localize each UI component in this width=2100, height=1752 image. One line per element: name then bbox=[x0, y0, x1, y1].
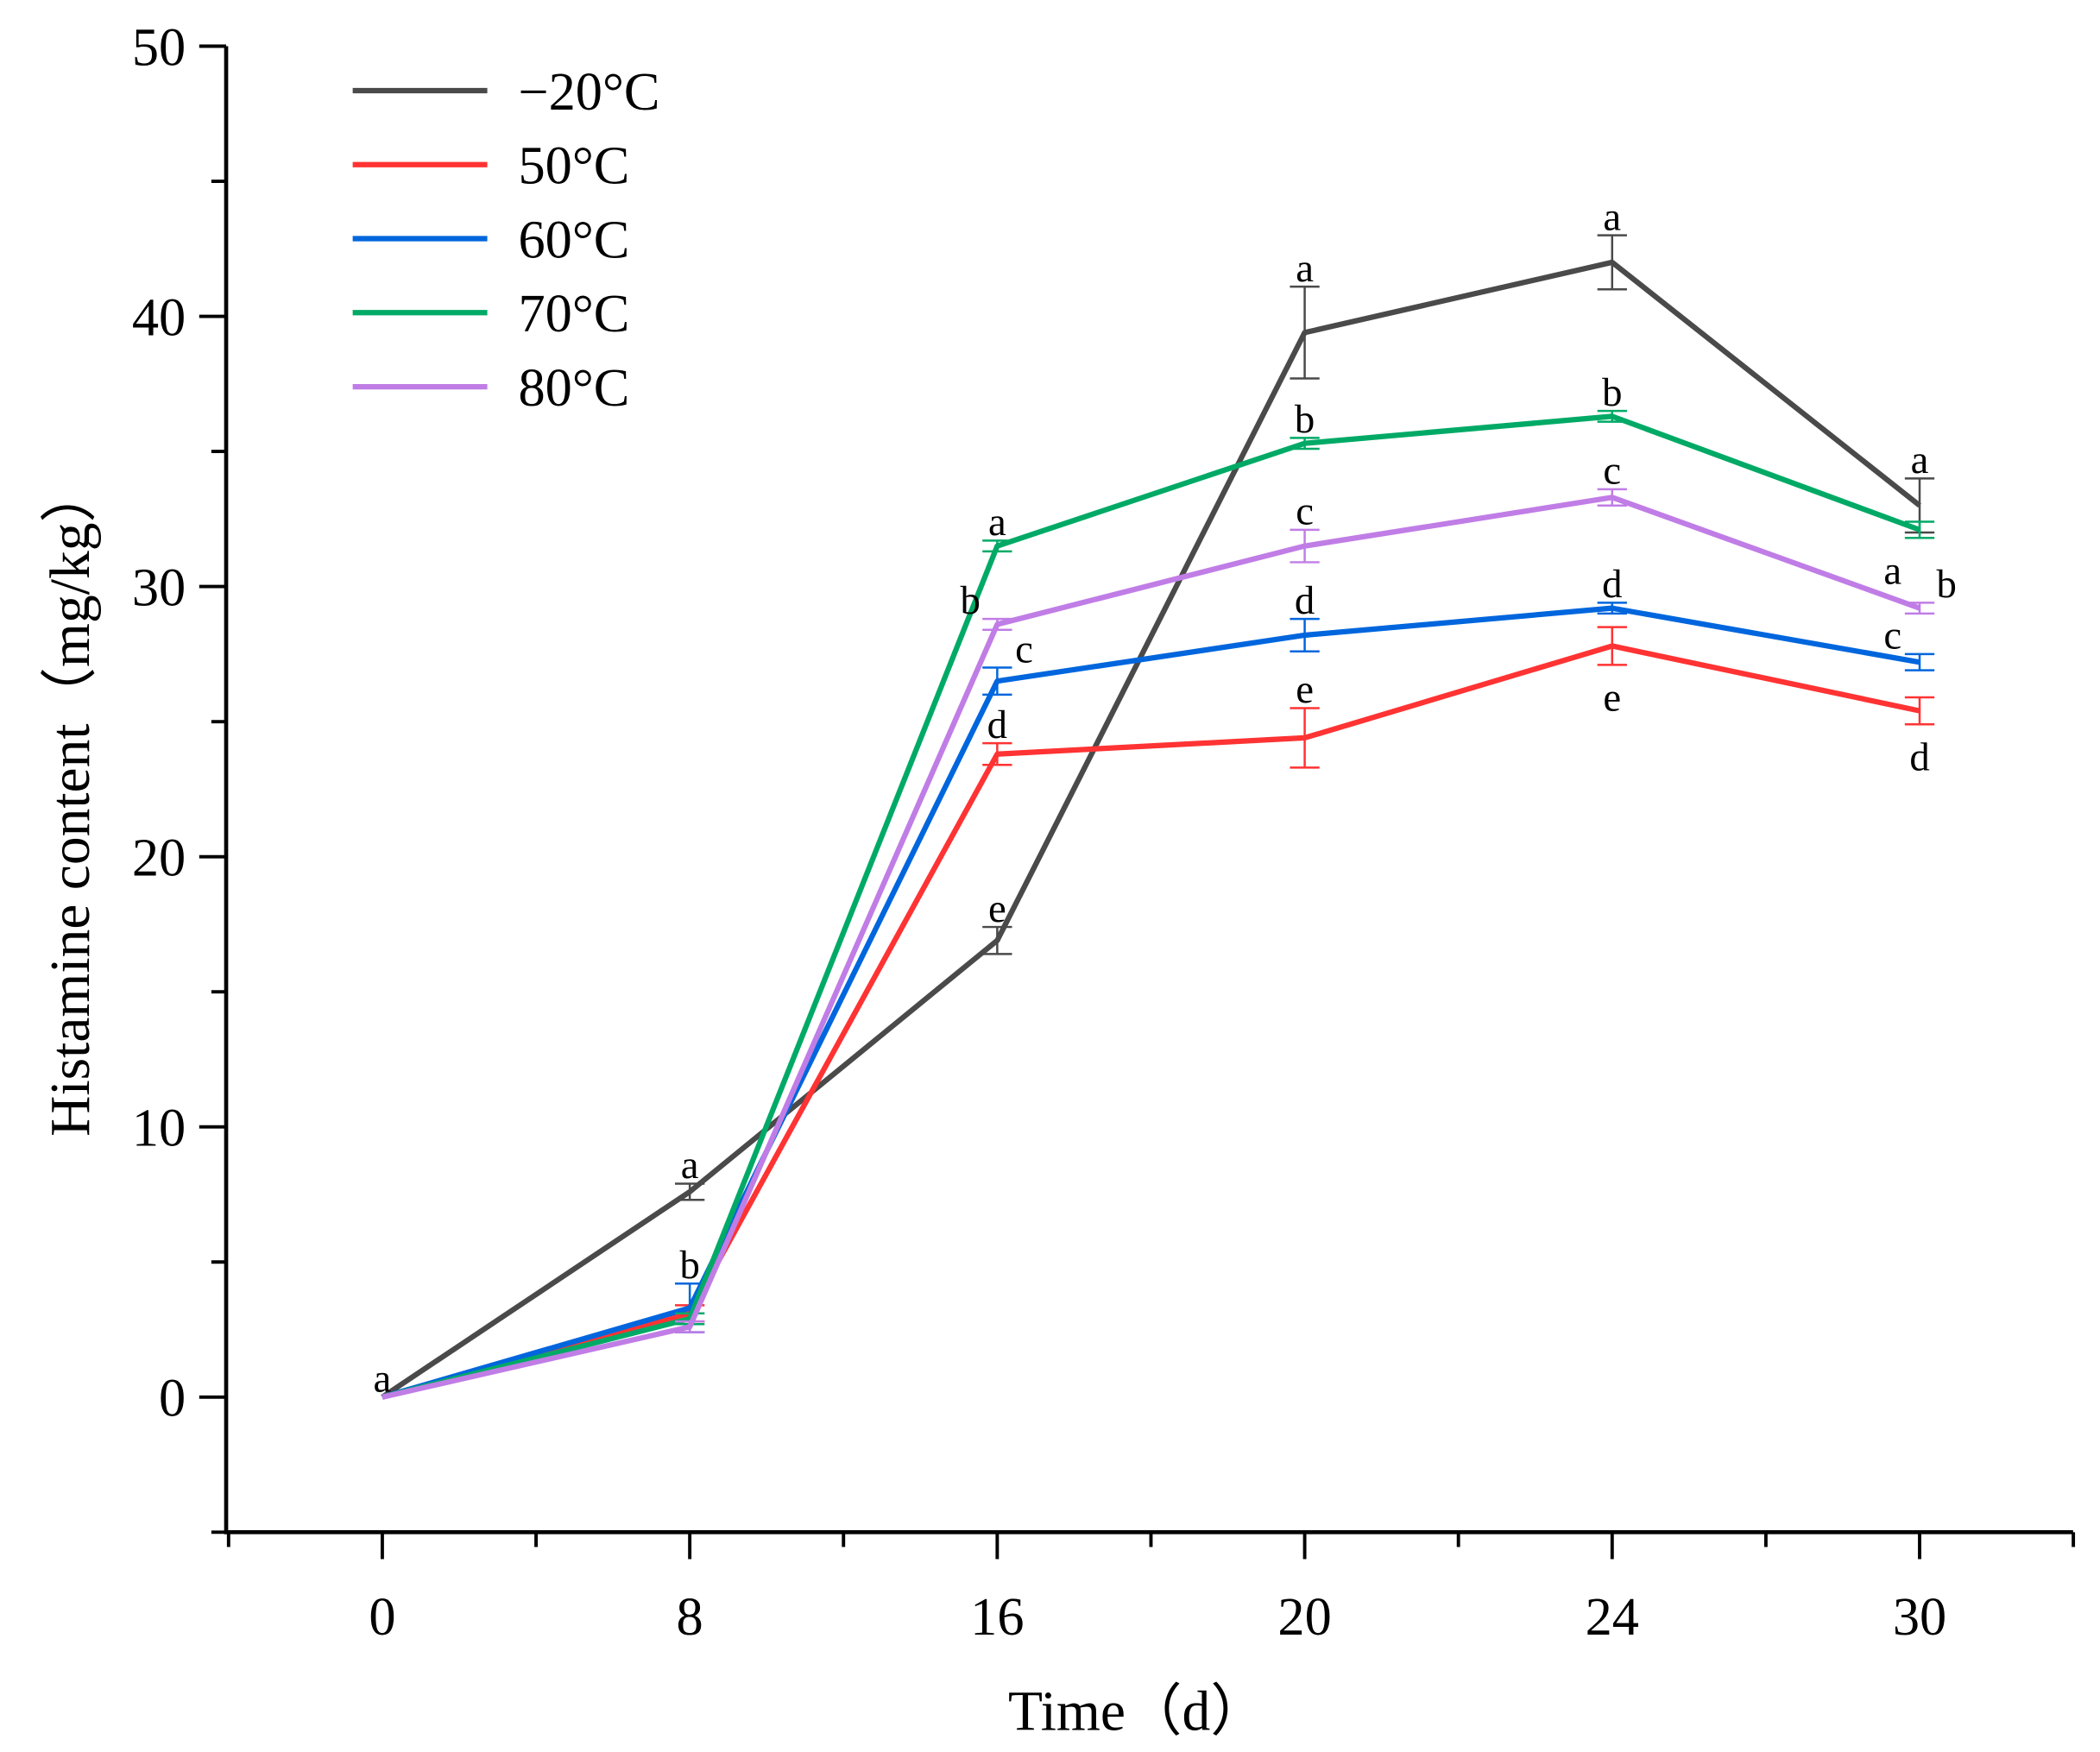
x-tick-label: 8 bbox=[677, 1587, 703, 1647]
series-line bbox=[382, 643, 1920, 1400]
series-line bbox=[382, 413, 1921, 1400]
x-tick-label: 0 bbox=[369, 1587, 395, 1647]
significance-label: c bbox=[1015, 627, 1033, 671]
legend-label: 60°C bbox=[518, 210, 629, 269]
legend-item: 80°C bbox=[352, 358, 629, 418]
significance-label: a bbox=[374, 1357, 392, 1402]
series-line bbox=[382, 495, 1921, 1400]
y-tick-label: 0 bbox=[159, 1369, 186, 1428]
legend-item: 50°C bbox=[352, 136, 629, 196]
series-line bbox=[382, 605, 1920, 1400]
x-axis-title: Time（d） bbox=[1008, 1681, 1267, 1743]
significance-label: c bbox=[1603, 449, 1621, 494]
x-tick-label: 24 bbox=[1586, 1587, 1639, 1647]
series-20CC: a a e a a a bbox=[374, 194, 1935, 1402]
x-tick-label: 30 bbox=[1893, 1587, 1946, 1647]
significance-label: d bbox=[1602, 562, 1622, 607]
legend-label: 70°C bbox=[518, 284, 629, 343]
legend-label: −20°C bbox=[518, 62, 659, 122]
axes: 0 10 20 30 40 50 0 8 16 20 24 30 bbox=[132, 17, 2076, 1647]
significance-label: d bbox=[987, 703, 1007, 747]
legend: −20°C 50°C 60°C 70°C 80°C bbox=[352, 62, 660, 418]
y-tick-label: 50 bbox=[132, 17, 186, 77]
significance-label: a bbox=[681, 1143, 699, 1188]
significance-label: b bbox=[960, 578, 980, 623]
significance-label: a bbox=[1883, 548, 1901, 593]
significance-label: d bbox=[1295, 578, 1315, 623]
significance-label: e bbox=[988, 886, 1006, 931]
y-tick-label: 40 bbox=[132, 287, 186, 347]
series-60CC: bcd dc bbox=[382, 562, 1935, 1400]
series-50CC: d e e d bbox=[382, 626, 1935, 1400]
series-line bbox=[381, 259, 1921, 1400]
legend-item: 70°C bbox=[352, 284, 629, 343]
y-tick-label: 10 bbox=[132, 1099, 186, 1158]
significance-label: c bbox=[1296, 489, 1314, 534]
y-axis-title: Histamine content（mg/kg） bbox=[40, 466, 102, 1137]
legend-label: 50°C bbox=[518, 136, 629, 196]
significance-label: b bbox=[1602, 370, 1622, 415]
x-tick-label: 20 bbox=[1277, 1587, 1331, 1647]
y-tick-label: 30 bbox=[132, 558, 186, 617]
significance-label: c bbox=[1883, 614, 1901, 659]
significance-label: d bbox=[1909, 734, 1929, 779]
significance-label: a bbox=[1603, 194, 1621, 239]
significance-label: a bbox=[1911, 438, 1929, 482]
significance-label: b bbox=[679, 1243, 699, 1288]
y-tick-label: 20 bbox=[132, 829, 186, 888]
legend-label: 80°C bbox=[518, 358, 629, 418]
legend-item: −20°C bbox=[352, 62, 660, 122]
significance-label: b bbox=[1937, 562, 1957, 607]
significance-label: b bbox=[1295, 397, 1315, 442]
significance-label: e bbox=[1603, 675, 1621, 720]
x-tick-label: 16 bbox=[970, 1587, 1024, 1647]
significance-label: a bbox=[1296, 246, 1314, 291]
significance-label: e bbox=[1296, 667, 1314, 712]
legend-item: 60°C bbox=[352, 210, 629, 269]
significance-label: a bbox=[988, 500, 1006, 545]
